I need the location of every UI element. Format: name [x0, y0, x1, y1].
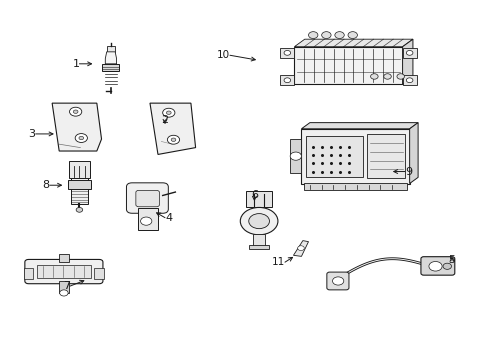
- Circle shape: [70, 107, 82, 116]
- Circle shape: [406, 78, 413, 83]
- Polygon shape: [301, 123, 418, 129]
- Circle shape: [284, 50, 291, 55]
- FancyBboxPatch shape: [246, 191, 272, 207]
- Polygon shape: [105, 52, 117, 64]
- FancyBboxPatch shape: [136, 190, 159, 207]
- Polygon shape: [294, 47, 403, 84]
- Circle shape: [290, 152, 301, 160]
- Polygon shape: [403, 76, 416, 85]
- Circle shape: [79, 136, 84, 140]
- Text: 11: 11: [272, 257, 285, 267]
- FancyBboxPatch shape: [253, 234, 265, 248]
- FancyBboxPatch shape: [138, 208, 157, 230]
- FancyBboxPatch shape: [327, 272, 349, 290]
- FancyBboxPatch shape: [306, 136, 363, 177]
- Text: 1: 1: [73, 59, 79, 69]
- Circle shape: [335, 32, 344, 39]
- Circle shape: [370, 74, 378, 79]
- FancyBboxPatch shape: [304, 183, 407, 190]
- FancyBboxPatch shape: [59, 253, 69, 262]
- FancyBboxPatch shape: [107, 46, 115, 52]
- FancyBboxPatch shape: [71, 178, 88, 204]
- Polygon shape: [403, 48, 416, 58]
- Text: 5: 5: [448, 256, 456, 265]
- FancyBboxPatch shape: [24, 268, 33, 279]
- Polygon shape: [52, 103, 101, 151]
- Text: 3: 3: [29, 129, 36, 139]
- Circle shape: [74, 110, 78, 113]
- FancyBboxPatch shape: [368, 134, 405, 178]
- Polygon shape: [150, 103, 196, 154]
- Circle shape: [75, 134, 87, 143]
- Circle shape: [240, 207, 278, 235]
- Circle shape: [443, 263, 451, 269]
- Polygon shape: [294, 39, 413, 47]
- FancyBboxPatch shape: [301, 129, 410, 184]
- Circle shape: [321, 32, 331, 39]
- FancyBboxPatch shape: [290, 139, 301, 173]
- Polygon shape: [294, 240, 309, 256]
- Circle shape: [163, 108, 175, 117]
- Circle shape: [76, 207, 83, 212]
- FancyBboxPatch shape: [126, 183, 169, 213]
- Circle shape: [60, 290, 68, 296]
- Text: 9: 9: [405, 167, 412, 176]
- FancyBboxPatch shape: [421, 257, 455, 275]
- FancyBboxPatch shape: [249, 245, 270, 249]
- Text: 7: 7: [63, 281, 70, 291]
- FancyBboxPatch shape: [69, 161, 90, 178]
- Polygon shape: [280, 76, 294, 85]
- Circle shape: [249, 213, 270, 229]
- Circle shape: [171, 138, 176, 141]
- Circle shape: [168, 135, 180, 144]
- FancyBboxPatch shape: [59, 281, 69, 293]
- Text: 10: 10: [217, 50, 230, 60]
- Polygon shape: [280, 48, 294, 58]
- Circle shape: [309, 32, 318, 39]
- Polygon shape: [102, 64, 120, 71]
- Circle shape: [298, 246, 304, 251]
- Circle shape: [348, 32, 357, 39]
- FancyBboxPatch shape: [25, 260, 103, 284]
- Circle shape: [167, 111, 171, 114]
- Circle shape: [141, 217, 152, 225]
- Circle shape: [284, 78, 291, 83]
- FancyBboxPatch shape: [95, 268, 104, 279]
- Circle shape: [397, 74, 404, 79]
- FancyBboxPatch shape: [68, 180, 91, 189]
- Circle shape: [429, 261, 442, 271]
- Text: 6: 6: [251, 190, 258, 201]
- Circle shape: [406, 50, 413, 55]
- Text: 2: 2: [162, 115, 169, 125]
- Polygon shape: [403, 39, 413, 84]
- Polygon shape: [410, 123, 418, 184]
- Text: 4: 4: [165, 213, 172, 223]
- Circle shape: [333, 277, 344, 285]
- FancyBboxPatch shape: [37, 265, 91, 278]
- Circle shape: [384, 74, 392, 79]
- Text: 8: 8: [43, 180, 50, 190]
